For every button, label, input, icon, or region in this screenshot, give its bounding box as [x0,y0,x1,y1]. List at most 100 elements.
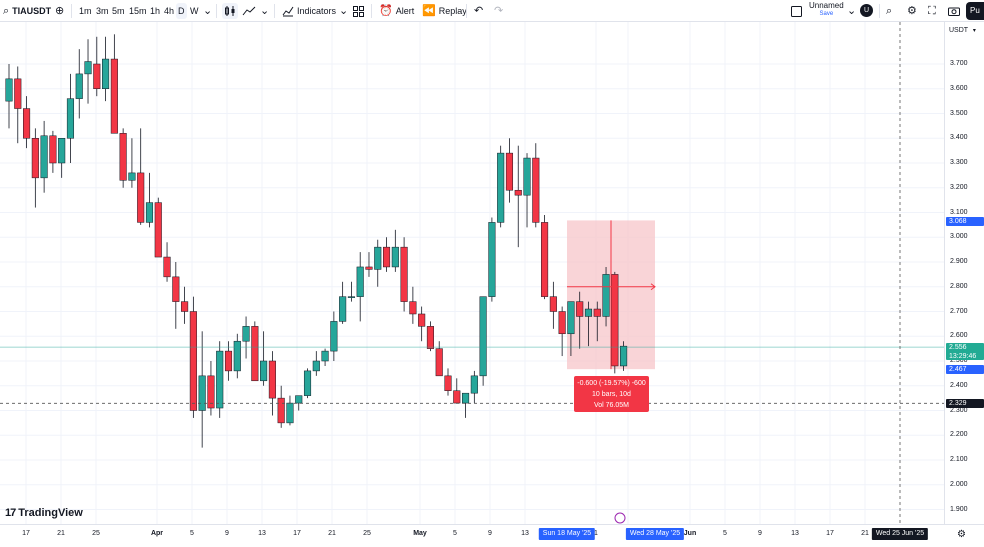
indicators-dropdown[interactable]: ⌄ [339,3,348,19]
layout-dropdown[interactable]: ⌄ [847,3,856,19]
candle-up [312,360,320,372]
interval-1h[interactable]: 1h [150,3,160,19]
range-start-date-tag: Sun 18 May '25 [538,528,596,540]
interval-label: 4h [164,6,175,16]
layout-name-button[interactable]: Unnamed Save [809,2,844,18]
candle-down [172,276,180,302]
symbol-label: TIAUSDT [12,6,52,16]
indicators-button[interactable]: Indicators [282,3,336,19]
time-label: 13 [521,530,529,537]
price-label: 2.200 [950,431,968,439]
candle-up [303,370,312,396]
candle-down [444,375,452,391]
layout-checkbox[interactable] [791,3,802,19]
price-label: 3.200 [950,183,968,191]
line-chart-icon [242,6,256,16]
candle-up [356,266,364,297]
compare-symbol-button[interactable]: ⊕ [55,3,64,19]
symbol-search-button[interactable]: ⌕ TIAUSDT [3,3,51,19]
gear-icon: ⚙ [957,529,966,540]
chart-pane[interactable] [0,22,944,524]
candles-icon [225,6,235,16]
user-avatar[interactable]: U [860,4,873,17]
measure-change: -0.600 (-19.57%) -600 [577,380,646,387]
interval-5m[interactable]: 5m [112,3,125,19]
chart-type-candles-button[interactable] [222,3,238,19]
price-label: 2.300 [950,406,968,414]
quick-search-button[interactable]: ⌕ [886,3,892,19]
interval-15m[interactable]: 15m [129,3,147,19]
undo-button[interactable]: ↶ [474,3,483,19]
interval-1m[interactable]: 1m [79,3,92,19]
currency-selector[interactable]: USDT ▾ [949,27,976,34]
tradingview-logo[interactable]: 17 TradingView [5,507,83,519]
candle-down [110,58,118,134]
price-label: 1.900 [950,505,968,513]
indicators-label: Indicators [297,6,337,16]
candle-down [400,246,408,302]
measure-arrow-head [650,283,656,291]
candle-up [584,308,593,317]
chevron-down-icon: ⌄ [339,5,349,17]
layouts-button[interactable] [353,3,364,19]
candle-up [216,350,224,409]
chevron-down-icon: ⌄ [847,5,857,17]
settings-button[interactable]: ⚙ [907,3,917,19]
currency-label: USDT [949,27,968,34]
interval-label: D [178,6,185,16]
candle-up [58,138,66,164]
publish-label: Pu [970,6,980,15]
candle-down [558,311,566,335]
interval-w[interactable]: W [190,3,199,19]
time-label: 5 [723,530,727,537]
candle-up [620,345,628,367]
fullscreen-button[interactable]: ⛶ [928,3,936,19]
price-label: 3.500 [950,109,968,117]
price-chart[interactable] [0,22,944,524]
replay-button[interactable]: ⏪ Replay [422,3,467,19]
candle-up [330,321,338,352]
candle-down [154,202,162,258]
candle-down [514,189,522,196]
top-toolbar: ⌕ TIAUSDT ⊕ 1m 3m 5m 15m 1h 4h D W ⌄ ⌄ I… [0,0,984,22]
candle-down [23,108,31,139]
interval-3m[interactable]: 3m [96,3,109,19]
indicators-icon [282,6,294,17]
interval-4h[interactable]: 4h [164,3,174,19]
grid-layout-icon [353,5,364,17]
chart-type-dropdown[interactable]: ⌄ [260,3,269,19]
divider [216,4,217,18]
interval-dropdown[interactable]: ⌄ [203,3,212,19]
price-label: 2.500 [950,357,968,364]
candle-down [593,308,601,317]
alert-button[interactable]: ⏰ Alert [379,3,414,19]
snapshot-button[interactable] [948,3,960,19]
price-label: 2.400 [950,381,968,389]
candle-down [181,301,189,312]
publish-button[interactable]: Pu [966,2,984,20]
candle-down [382,246,391,268]
camera-icon [948,7,960,16]
range-top-price-tag: 3.068 [946,217,984,226]
interval-label: 3m [96,6,109,16]
price-axis[interactable]: USDT ▾ 3.700 3.600 3.500 3.400 3.300 3.200 3.1… [944,22,984,524]
candle-up [40,135,48,179]
redo-button[interactable]: ↷ [494,3,503,19]
time-label: 25 [363,530,371,537]
interval-d[interactable]: D [176,3,187,19]
time-label: 17 [22,530,30,537]
candle-down [549,296,557,312]
candle-up [75,73,83,99]
time-label: Apr [150,530,164,537]
candle-down [426,326,434,349]
candle-up [198,375,206,411]
chart-type-line-button[interactable] [242,3,256,19]
replay-label: Replay [438,6,467,16]
price-label: 3.300 [950,159,968,166]
candle-down [435,348,443,377]
candle-down [189,311,197,411]
time-axis[interactable]: 172125Apr5913172125May591312Jun59131721 … [0,524,984,547]
time-label: May [413,530,427,537]
candle-up [242,326,250,342]
axis-settings-button[interactable]: ⚙ [957,529,966,540]
